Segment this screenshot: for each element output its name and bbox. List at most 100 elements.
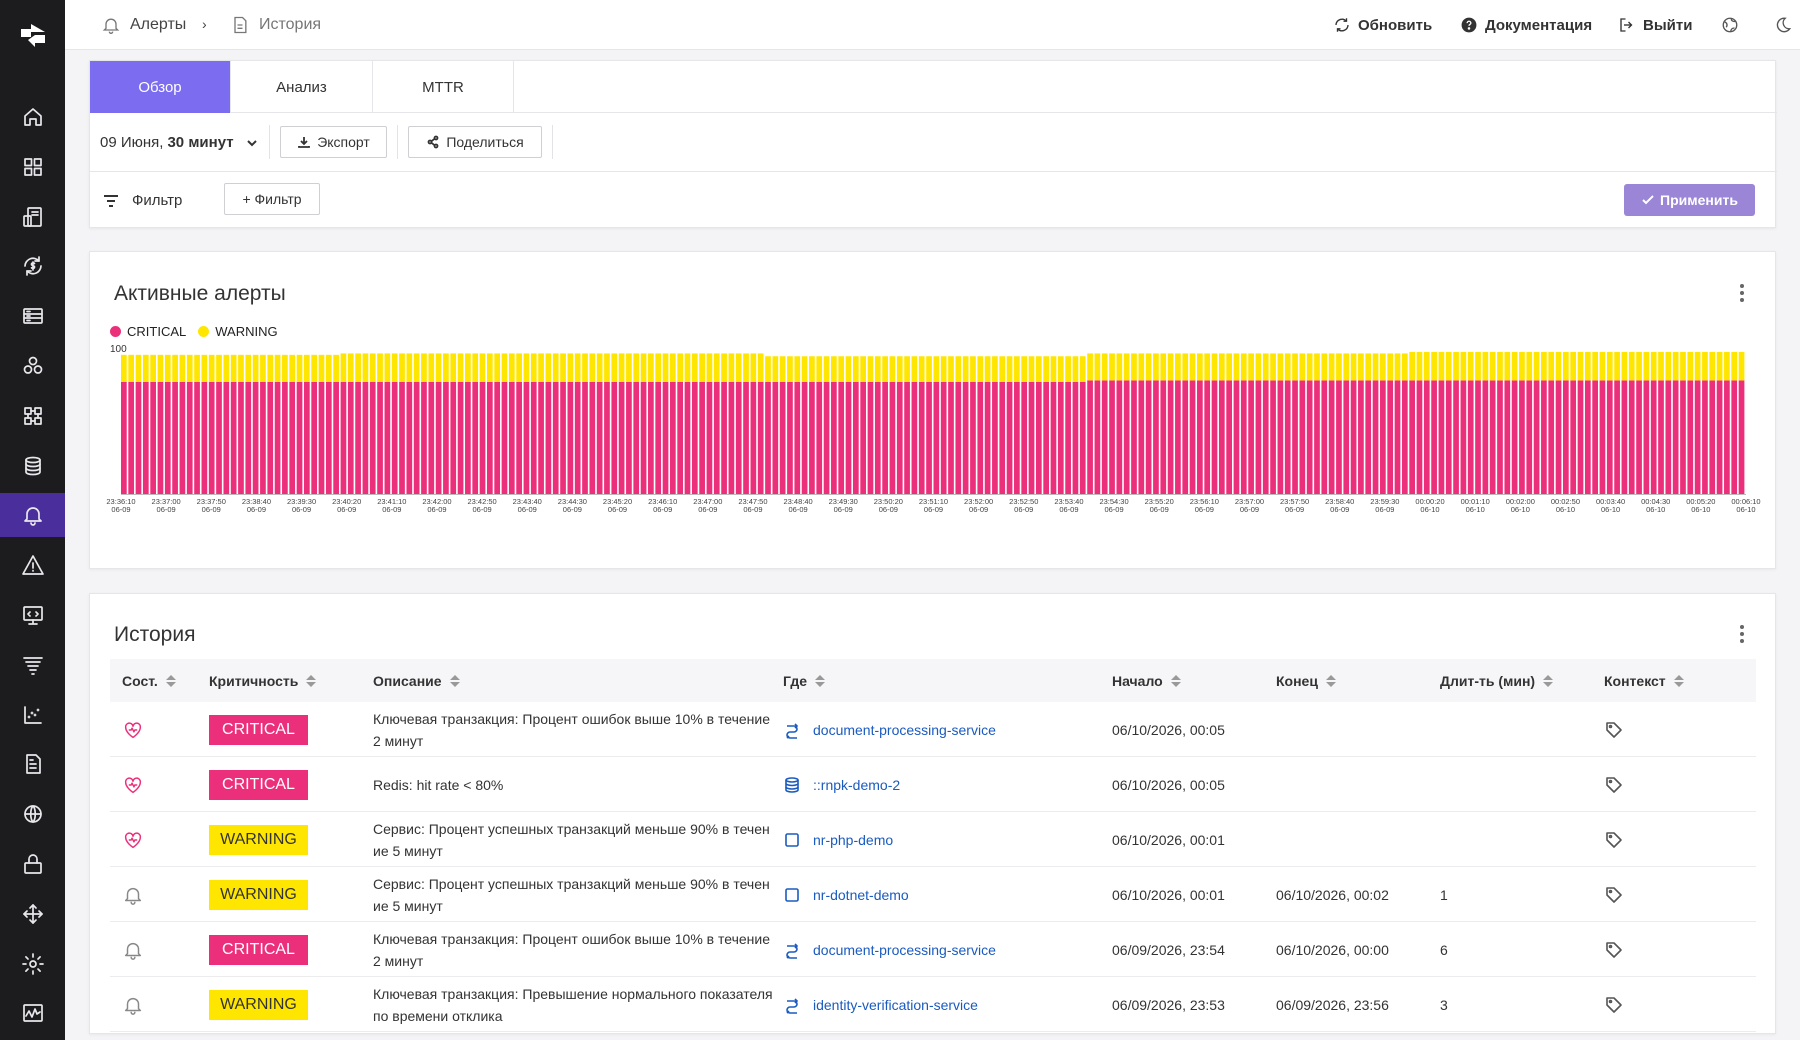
bar-critical[interactable] xyxy=(1035,381,1042,494)
column-header-4[interactable]: Начало xyxy=(1112,659,1181,702)
bar-warning[interactable] xyxy=(194,354,200,382)
bar-critical[interactable] xyxy=(1394,380,1401,494)
bar-critical[interactable] xyxy=(1541,380,1547,494)
bar-critical[interactable] xyxy=(611,381,618,494)
where-link[interactable]: identity-verification-service xyxy=(783,996,978,1014)
bar-critical[interactable] xyxy=(882,381,888,494)
bar-warning[interactable] xyxy=(208,354,215,382)
bar-warning[interactable] xyxy=(699,353,705,382)
sidebar-item-dashboard-grid[interactable] xyxy=(0,145,65,189)
bar-warning[interactable] xyxy=(1211,353,1218,381)
bar-warning[interactable] xyxy=(450,353,457,382)
add-filter-button[interactable]: + Фильтр xyxy=(224,183,320,215)
bar-critical[interactable] xyxy=(867,381,874,494)
share-button[interactable]: Поделиться xyxy=(408,126,542,158)
bar-critical[interactable] xyxy=(1423,380,1430,494)
bar-critical[interactable] xyxy=(501,381,508,494)
table-row[interactable]: CRITICAL Redis: hit rate < 80%::rnpk-demo… xyxy=(110,757,1756,812)
bar-critical[interactable] xyxy=(413,381,420,494)
bar-warning[interactable] xyxy=(1431,352,1437,381)
bar-critical[interactable] xyxy=(1467,380,1474,494)
bar-warning[interactable] xyxy=(1687,352,1694,381)
bar-warning[interactable] xyxy=(538,353,544,382)
sidebar-item-alerts-bell[interactable] xyxy=(0,493,65,538)
bar-warning[interactable] xyxy=(794,356,801,382)
bar-critical[interactable] xyxy=(1087,380,1093,494)
bar-warning[interactable] xyxy=(560,353,566,382)
bar-critical[interactable] xyxy=(303,381,310,494)
bar-critical[interactable] xyxy=(1138,380,1145,494)
bar-critical[interactable] xyxy=(252,381,259,494)
bar-warning[interactable] xyxy=(1175,353,1181,381)
bar-warning[interactable] xyxy=(238,354,244,382)
bar-critical[interactable] xyxy=(889,381,896,494)
bar-warning[interactable] xyxy=(750,353,757,382)
bar-warning[interactable] xyxy=(1167,353,1174,381)
bar-critical[interactable] xyxy=(245,381,252,494)
bar-warning[interactable] xyxy=(735,353,742,382)
bar-critical[interactable] xyxy=(940,381,947,494)
bar-critical[interactable] xyxy=(1658,380,1664,494)
bar-warning[interactable] xyxy=(1101,353,1108,381)
bar-critical[interactable] xyxy=(1321,380,1328,494)
bar-critical[interactable] xyxy=(391,381,398,494)
bar-warning[interactable] xyxy=(1716,352,1723,381)
bar-warning[interactable] xyxy=(1504,352,1511,381)
bar-warning[interactable] xyxy=(150,354,156,382)
bar-critical[interactable] xyxy=(1738,380,1745,494)
bar-warning[interactable] xyxy=(728,353,735,382)
bar-critical[interactable] xyxy=(465,381,471,494)
bar-critical[interactable] xyxy=(1592,380,1598,494)
bar-critical[interactable] xyxy=(1262,380,1269,494)
bar-critical[interactable] xyxy=(1380,380,1386,494)
bar-critical[interactable] xyxy=(1489,380,1496,494)
bar-critical[interactable] xyxy=(1028,381,1035,494)
bar-warning[interactable] xyxy=(1057,356,1064,382)
bar-warning[interactable] xyxy=(1306,353,1313,381)
bar-critical[interactable] xyxy=(582,381,588,494)
bar-critical[interactable] xyxy=(1614,380,1620,494)
bar-critical[interactable] xyxy=(1365,380,1372,494)
sidebar-item-activity-pulse[interactable] xyxy=(0,991,65,1035)
context-cell[interactable] xyxy=(1604,867,1624,922)
bar-critical[interactable] xyxy=(684,381,691,494)
bar-warning[interactable] xyxy=(1138,353,1145,381)
bar-critical[interactable] xyxy=(1131,380,1137,494)
bar-warning[interactable] xyxy=(574,353,581,382)
bar-warning[interactable] xyxy=(1724,352,1730,381)
bar-critical[interactable] xyxy=(472,381,479,494)
bar-critical[interactable] xyxy=(779,381,786,494)
bar-warning[interactable] xyxy=(845,356,852,382)
bar-warning[interactable] xyxy=(1226,353,1233,381)
bar-warning[interactable] xyxy=(1153,353,1159,381)
bar-critical[interactable] xyxy=(1182,380,1189,494)
sidebar-item-logs[interactable] xyxy=(0,643,65,687)
bar-critical[interactable] xyxy=(1709,380,1716,494)
where-link[interactable]: document-processing-service xyxy=(783,941,996,959)
bar-critical[interactable] xyxy=(699,381,705,494)
bar-warning[interactable] xyxy=(157,354,164,382)
bar-warning[interactable] xyxy=(1365,353,1372,381)
bar-warning[interactable] xyxy=(611,353,618,382)
bar-warning[interactable] xyxy=(121,354,127,382)
bar-critical[interactable] xyxy=(794,381,801,494)
bar-warning[interactable] xyxy=(135,354,142,382)
bar-critical[interactable] xyxy=(369,381,376,494)
bar-warning[interactable] xyxy=(713,353,720,382)
bar-warning[interactable] xyxy=(567,353,574,382)
bar-critical[interactable] xyxy=(340,381,347,494)
bar-critical[interactable] xyxy=(713,381,720,494)
bar-critical[interactable] xyxy=(384,381,391,494)
bar-critical[interactable] xyxy=(201,381,208,494)
bar-warning[interactable] xyxy=(1131,353,1137,381)
bar-warning[interactable] xyxy=(911,356,918,382)
bar-warning[interactable] xyxy=(1394,353,1401,381)
bar-warning[interactable] xyxy=(1628,352,1635,381)
bar-critical[interactable] xyxy=(1548,380,1555,494)
bar-warning[interactable] xyxy=(545,353,552,382)
bar-critical[interactable] xyxy=(479,381,486,494)
bar-critical[interactable] xyxy=(1724,380,1730,494)
bar-critical[interactable] xyxy=(589,381,596,494)
bar-warning[interactable] xyxy=(582,353,588,382)
bar-warning[interactable] xyxy=(970,356,976,382)
